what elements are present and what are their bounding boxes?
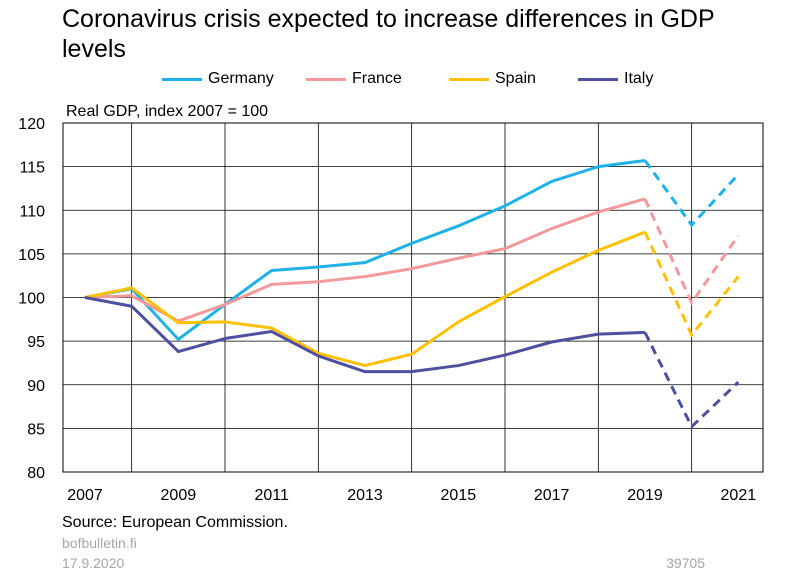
y-tick-label: 115 [19,160,45,177]
legend-line-germany [162,77,202,81]
y-tick-label: 120 [18,116,45,133]
legend-label: Spain [495,70,536,87]
legend-line-france [306,77,346,81]
legend-item-italy: Italy [578,70,653,88]
source-note: Source: European Commission. [62,514,288,531]
legend-label: Germany [208,70,274,87]
y-tick-label: 95 [27,334,45,351]
legend-item-spain: Spain [449,70,536,88]
chart-title: Coronavirus crisis expected to increase … [62,5,715,63]
legend-item-france: France [306,70,402,88]
legend-label: Italy [624,70,654,87]
y-axis-unit-label: Real GDP, index 2007 = 100 [66,103,269,120]
legend-line-italy [578,77,618,81]
legend-line-spain [449,77,489,81]
y-tick-label: 110 [19,203,45,220]
legend-label: France [352,70,402,87]
series-lines [84,159,740,430]
x-tick-label: 2009 [161,487,197,504]
x-tick-label: 2015 [441,487,477,504]
forecast-line-italy [643,331,740,430]
y-tick-label: 105 [18,247,45,264]
x-tick-label: 2017 [534,487,570,504]
chart-code: 39705 [666,555,705,571]
publication-date: 17.9.2020 [62,555,125,571]
forecast-line-france [643,198,740,306]
series-line-germany [84,159,646,341]
y-tick-label: 80 [27,465,45,482]
x-tick-label: 2019 [627,487,663,504]
x-tick-label: 2011 [254,487,289,504]
y-tick-label: 90 [27,378,45,395]
tick-labels: 80 85 90 95 100 105 110 115 120 2007 2009 2011 2013 2… [18,116,756,504]
y-tick-label: 85 [27,421,45,438]
x-tick-label: 2021 [721,487,757,504]
y-tick-label: 100 [18,291,45,308]
x-tick-label: 2007 [67,487,103,504]
legend-item-germany: Germany [162,70,274,88]
series-line-italy [84,296,646,374]
forecast-line-spain [643,231,740,338]
series-line-spain [84,230,646,368]
site-name: bofbulletin.fi [62,535,137,551]
x-tick-label: 2013 [347,487,383,504]
series-line-france [84,197,646,323]
grid-lines [62,122,764,473]
forecast-line-germany [643,159,740,228]
chart-legend: Germany France Spain Italy [0,70,800,94]
